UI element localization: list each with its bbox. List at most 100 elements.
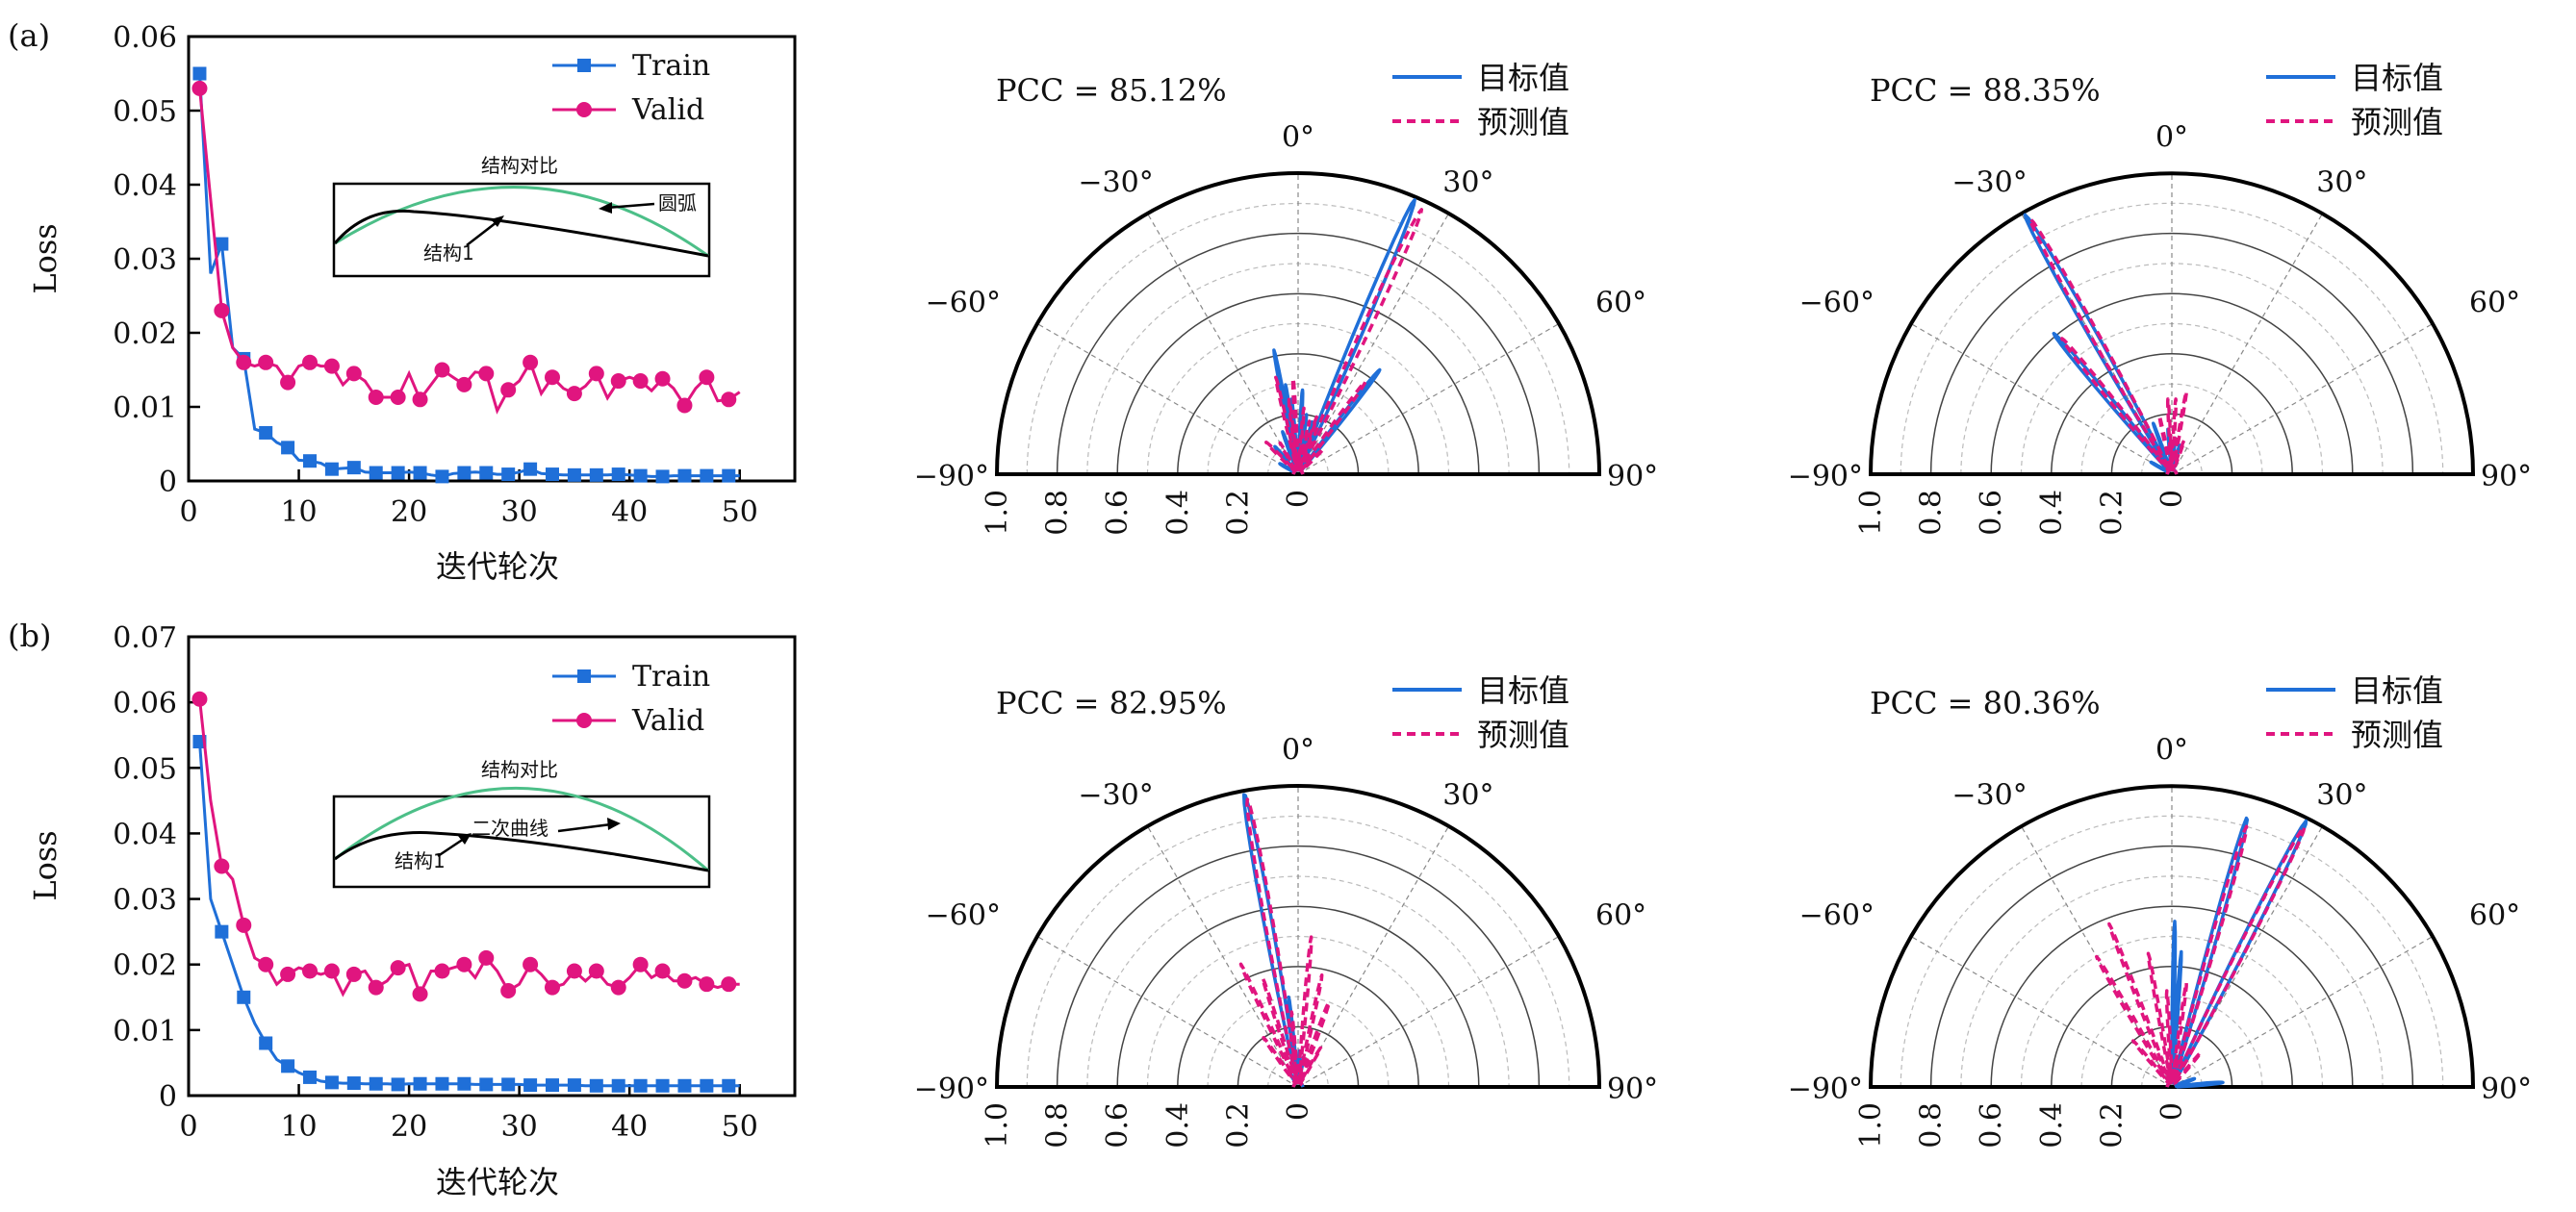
radial-gridline	[2110, 413, 2233, 475]
data-point-train	[346, 461, 361, 475]
angle-label: 60°	[2469, 899, 2520, 933]
data-point-valid	[280, 966, 296, 982]
data-point-valid	[236, 354, 252, 370]
data-point-train	[501, 1077, 516, 1092]
data-point-train	[722, 1078, 736, 1093]
y-axis-label: Loss	[27, 830, 64, 900]
data-point-train	[567, 1078, 581, 1093]
data-point-valid	[676, 397, 693, 414]
angle-label: 30°	[1442, 165, 1493, 199]
data-point-train	[435, 1076, 449, 1091]
data-point-train	[546, 467, 559, 482]
panel-label: (b)	[8, 618, 51, 654]
data-point-valid	[610, 373, 626, 390]
data-point-valid	[721, 391, 737, 408]
y-tick-label: 0	[159, 466, 177, 499]
angle-label: −30°	[1078, 165, 1153, 199]
angle-label: −60°	[1799, 899, 1875, 933]
legend-target-label: 目标值	[2351, 672, 2443, 709]
data-point-train	[567, 467, 581, 482]
angular-gridline	[1036, 322, 1299, 475]
data-point-train	[324, 1075, 339, 1090]
x-tick-label: 10	[280, 495, 317, 529]
inset-title: 结构对比	[481, 154, 558, 177]
polar-chart-2: −90° −60° −30° 0° 30° 60° 90° 1.0 0.8 0.6 0.4 0.2 0 P…	[1788, 60, 2533, 536]
radial-gridline	[1237, 413, 1360, 475]
x-tick-label: 40	[611, 1110, 648, 1144]
radial-tick-label: 0	[2155, 490, 2189, 508]
radial-tick-label: 0.8	[1041, 1102, 1075, 1149]
data-point-train	[457, 466, 472, 480]
polar-frame	[994, 171, 1602, 476]
series-predicted	[2095, 824, 2307, 1089]
legend-train-label: Train	[632, 660, 710, 694]
x-tick-label: 20	[391, 495, 427, 529]
radial-tick-label: 0.8	[1915, 1102, 1949, 1149]
inset-title: 结构对比	[481, 758, 558, 781]
y-tick-label: 0.03	[113, 243, 177, 277]
legend-valid-marker	[576, 713, 592, 728]
data-point-train	[192, 66, 207, 81]
data-point-valid	[699, 976, 715, 993]
polar-frame	[1868, 171, 2476, 476]
x-tick-label: 40	[611, 495, 648, 529]
structure1-curve	[333, 209, 709, 258]
radial-tick-label: 1.0	[981, 490, 1014, 536]
legend-predicted-label: 预测值	[1477, 717, 1569, 753]
data-point-valid	[191, 80, 208, 96]
angle-label: 30°	[2316, 165, 2367, 199]
series-predicted	[1238, 797, 1331, 1089]
y-axis-label: Loss	[27, 223, 64, 293]
angle-label: 90°	[2481, 460, 2532, 493]
inset-structure-comparison: 结构对比 结构1 二次曲线	[332, 758, 711, 889]
angle-label: 30°	[1442, 778, 1493, 812]
data-point-valid	[456, 376, 472, 392]
data-point-train	[479, 466, 494, 480]
data-point-train	[259, 1036, 273, 1050]
angle-label: −90°	[914, 460, 989, 493]
data-point-valid	[345, 966, 362, 982]
quadratic-curve	[334, 787, 709, 872]
data-point-valid	[390, 389, 406, 405]
legend-valid-marker	[576, 102, 592, 117]
radial-tick-label: 0.6	[1101, 490, 1135, 536]
pcc-value: PCC = 80.36%	[1870, 685, 2101, 721]
inset-label-structure1: 结构1	[395, 849, 446, 872]
y-tick-label: 0.02	[113, 949, 177, 983]
legend-predicted-label: 预测值	[2351, 717, 2443, 753]
data-point-valid	[412, 391, 428, 408]
data-point-valid	[566, 963, 582, 979]
legend-target-label: 目标值	[1477, 672, 1569, 709]
data-point-valid	[545, 369, 560, 386]
plot-area: 0 10 20 30 40 50 0 0.01 0.02 0.03 0.04 0.05 0.06 0.07	[113, 621, 797, 1144]
radial-tick-label: 1.0	[981, 1102, 1014, 1149]
loss-chart-a: 0 10 20 30 40 50 0 0.01 0.02 0.03 0.04 0.05 0.06 (a)…	[8, 17, 797, 585]
radial-gridline	[1929, 845, 2414, 1088]
data-point-train	[215, 924, 229, 939]
loss-chart-b: 0 10 20 30 40 50 0 0.01 0.02 0.03 0.04 0.05 0.06 0.07…	[8, 618, 797, 1200]
data-point-valid	[588, 366, 604, 382]
data-point-train	[281, 1059, 295, 1073]
inset-label-structure1: 结构1	[423, 241, 474, 265]
radial-tick-label: 1.0	[1854, 490, 1888, 536]
x-tick-label: 10	[280, 1110, 317, 1144]
radial-gridline	[1056, 232, 1541, 475]
radial-tick-label: 0.6	[1101, 1102, 1135, 1149]
data-point-train	[281, 441, 295, 455]
data-point-valid	[390, 960, 406, 976]
y-tick-label: 0.06	[113, 21, 177, 55]
legend-target-label: 目标值	[2351, 60, 2443, 96]
angular-gridline	[2171, 322, 2434, 475]
angle-label: 90°	[1607, 460, 1658, 493]
radial-gridline	[1929, 232, 2414, 475]
radial-tick-label: 0.4	[1161, 1102, 1195, 1149]
data-point-valid	[302, 963, 318, 979]
y-tick-label: 0.02	[113, 317, 177, 351]
data-point-train	[589, 1078, 603, 1093]
angular-gridline	[1036, 935, 1299, 1088]
y-tick-label: 0.05	[113, 752, 177, 786]
data-point-train	[479, 1077, 494, 1092]
radial-gridline	[1237, 1025, 1360, 1088]
angular-gridline	[1297, 935, 1560, 1088]
data-point-train	[700, 468, 714, 483]
